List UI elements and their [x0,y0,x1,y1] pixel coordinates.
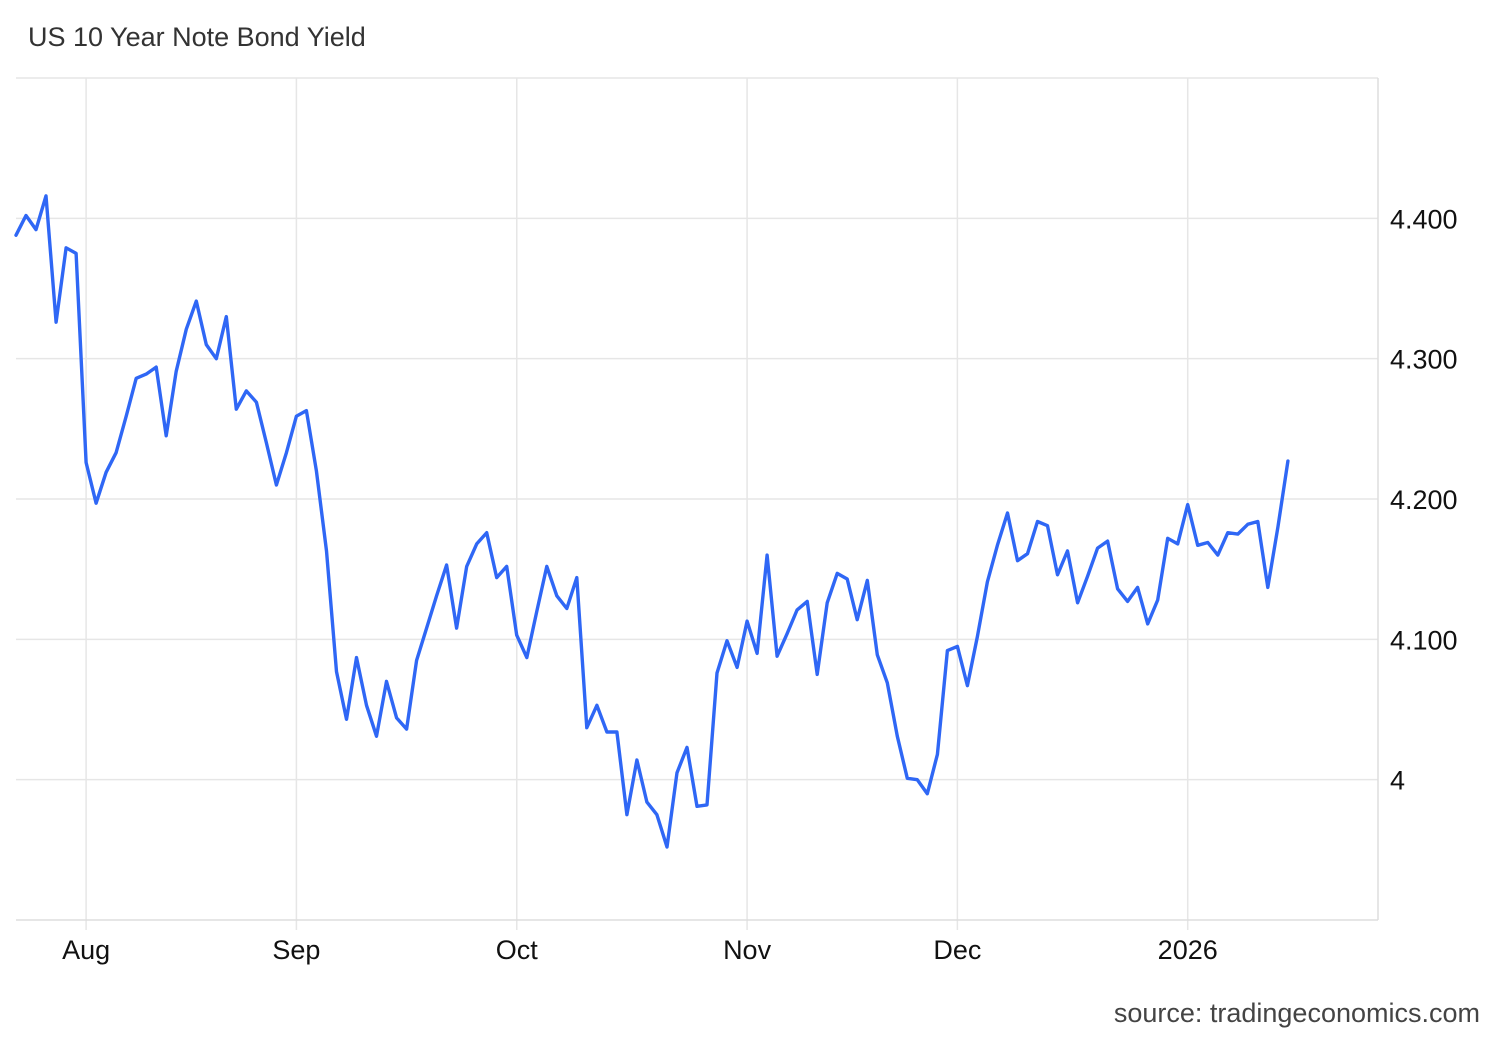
axis-layer [16,78,1379,921]
y-tick-label: 4.200 [1390,485,1458,515]
x-tick-label: Dec [933,935,981,965]
y-tick-label: 4.100 [1390,625,1458,655]
x-tick-label: Oct [496,935,539,965]
grid-layer [16,77,1378,930]
series-line-us10y [14,194,1290,849]
y-tick-label: 4 [1390,766,1405,796]
y-tick-label: 4.400 [1390,204,1458,234]
x-tick-label: Nov [723,935,772,965]
chart-title: US 10 Year Note Bond Yield [28,22,366,52]
source-note: source: tradingeconomics.com [1113,998,1480,1028]
x-tick-label: Aug [62,935,110,965]
x-tick-labels: Aug Sep Oct Nov Dec 2026 [62,935,1218,965]
x-tick-label: Sep [272,935,320,965]
x-tick-label: 2026 [1158,935,1218,965]
y-tick-labels: 4 4.100 4.200 4.300 4.400 [1390,204,1458,795]
y-tick-label: 4.300 [1390,345,1458,375]
series-layer [14,194,1290,849]
